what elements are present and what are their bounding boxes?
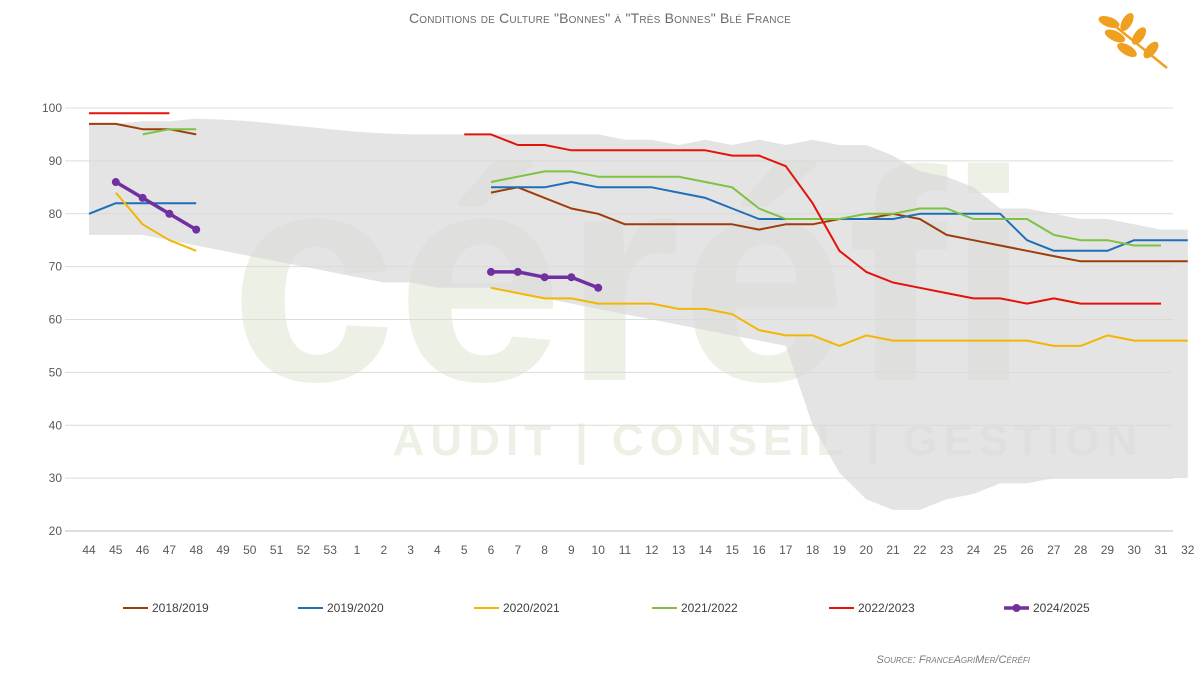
x-tick-label: 19	[833, 543, 847, 557]
x-tick-label: 52	[297, 543, 311, 557]
x-tick-label: 21	[886, 543, 900, 557]
y-tick-label: 90	[49, 154, 63, 168]
y-tick-label: 20	[49, 524, 63, 538]
x-tick-label: 53	[324, 543, 338, 557]
data-point-2024-2025	[594, 283, 603, 292]
series-2021-2022	[142, 128, 1161, 247]
data-point-2024-2025	[192, 225, 201, 234]
y-tick-label: 30	[49, 471, 63, 485]
x-tick-label: 45	[109, 543, 123, 557]
series-line-2019-2020	[88, 202, 197, 215]
legend-marker	[1012, 604, 1021, 612]
series-line-2018-2019	[89, 122, 197, 136]
data-point-2024-2025	[540, 273, 549, 282]
x-tick-label: 46	[136, 543, 150, 557]
x-tick-label: 25	[994, 543, 1008, 557]
x-tick-label: 11	[619, 543, 632, 557]
y-tick-label: 60	[49, 313, 63, 327]
x-tick-label: 47	[163, 543, 177, 557]
x-tick-label: 2	[380, 543, 387, 557]
series-line-2021-2022	[490, 170, 1161, 247]
x-tick-label: 4	[434, 543, 441, 557]
x-tick-label: 1	[354, 543, 361, 557]
x-tick-label: 23	[940, 543, 954, 557]
y-tick-label: 50	[49, 365, 63, 379]
x-tick-label: 32	[1181, 543, 1195, 557]
x-tick-label: 13	[672, 543, 686, 557]
x-tick-label: 27	[1047, 543, 1061, 557]
range-band-area	[89, 118, 1188, 510]
chart-title: Conditions de Culture "Bonnes" à "Très B…	[408, 10, 792, 26]
x-tick-label: 6	[488, 543, 495, 557]
x-tick-label: 28	[1074, 543, 1088, 557]
series-lines	[88, 112, 1188, 347]
legend-item-2021-2022: 2021/2022	[652, 601, 738, 615]
y-axis: 20 30 40 50 60 70 80 90 100	[42, 101, 62, 538]
x-tick-label: 22	[913, 543, 927, 557]
x-axis: 44 45 46 47 48 49 50 51 52 53 1 2 3 4 5 6 7 8 9 10 11 12 13 14 1…	[82, 543, 1194, 557]
x-tick-label: 48	[190, 543, 204, 557]
series-line-2024-2025	[114, 180, 198, 232]
series-line-2021-2022	[142, 128, 197, 136]
historical-range-band	[89, 118, 1188, 510]
x-tick-label: 29	[1101, 543, 1115, 557]
x-tick-label: 16	[752, 543, 766, 557]
legend-item-2019-2020: 2019/2020	[298, 601, 384, 615]
x-tick-label: 50	[243, 543, 257, 557]
legend-item-2018-2019: 2018/2019	[123, 601, 209, 615]
x-tick-label: 51	[270, 543, 284, 557]
source-note: Source: FranceAgriMer/Céréfi	[876, 654, 1030, 666]
legend-label: 2018/2019	[152, 601, 209, 615]
y-tick-label: 40	[49, 418, 63, 432]
x-tick-label: 12	[645, 543, 659, 557]
x-tick-label: 24	[967, 543, 981, 557]
x-tick-label: 8	[541, 543, 548, 557]
data-point-2024-2025	[138, 193, 147, 202]
x-tick-label: 3	[407, 543, 414, 557]
legend-label: 2019/2020	[327, 601, 384, 615]
wheat-logo-icon	[1098, 12, 1168, 69]
y-tick-label: 70	[49, 260, 63, 274]
x-tick-label: 49	[216, 543, 230, 557]
x-tick-label: 10	[592, 543, 606, 557]
x-tick-label: 5	[461, 543, 468, 557]
data-point-2024-2025	[111, 178, 120, 187]
series-2024-2025	[111, 178, 603, 292]
x-tick-label: 7	[514, 543, 521, 557]
series-line-2022-2023	[464, 133, 1161, 305]
legend-item-2024-2025: 2024/2025	[1004, 601, 1090, 615]
legend-item-2020-2021: 2020/2021	[474, 601, 560, 615]
x-tick-label: 15	[726, 543, 740, 557]
legend-label: 2020/2021	[503, 601, 560, 615]
y-tick-label: 80	[49, 207, 63, 221]
y-tick-label: 100	[42, 101, 62, 115]
legend-label: 2022/2023	[858, 601, 915, 615]
x-tick-label: 9	[568, 543, 575, 557]
series-line-2020-2021	[115, 191, 197, 252]
x-tick-label: 30	[1128, 543, 1142, 557]
x-tick-label: 31	[1154, 543, 1168, 557]
legend-label: 2021/2022	[681, 601, 738, 615]
legend-item-2022-2023: 2022/2023	[829, 601, 915, 615]
series-2020-2021	[115, 191, 1188, 347]
x-tick-label: 18	[806, 543, 820, 557]
data-point-2024-2025	[567, 273, 576, 282]
data-point-2024-2025	[513, 267, 522, 276]
x-tick-label: 20	[860, 543, 874, 557]
series-line-2020-2021	[490, 286, 1188, 347]
x-tick-label: 14	[699, 543, 713, 557]
data-point-2024-2025	[487, 267, 495, 276]
data-point-2024-2025	[165, 209, 174, 218]
x-tick-label: 44	[82, 543, 96, 557]
series-2022-2023	[89, 112, 1161, 305]
legend-label: 2024/2025	[1033, 601, 1090, 615]
x-tick-label: 17	[779, 543, 793, 557]
legend: 2018/2019 2019/2020 2020/2021 2021/2022 2022…	[123, 601, 1090, 615]
x-tick-label: 26	[1020, 543, 1034, 557]
